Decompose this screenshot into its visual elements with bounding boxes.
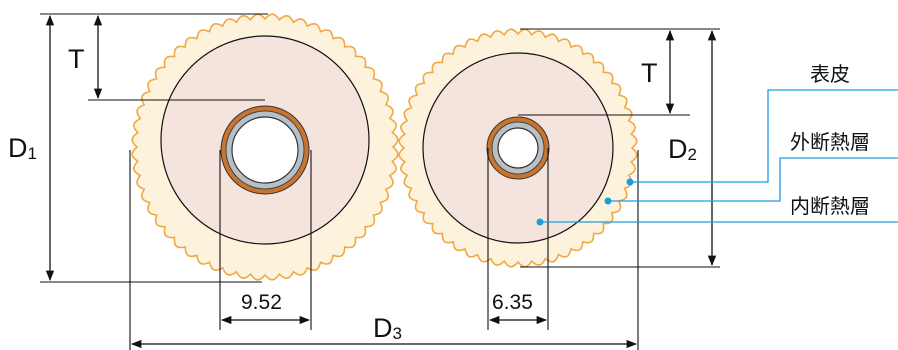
left-pipe-bore [231,116,299,184]
leader-dots [536,178,634,226]
skin-dot [626,178,634,186]
label-d3: D3 [373,313,402,343]
label-t-left: T [68,44,85,74]
right-pipe-assembly [398,28,638,268]
outer-insulation-dot [604,197,612,205]
left-pipe-assembly [131,13,399,281]
label-d1: D1 [8,133,37,163]
inner-insulation-dot [536,218,544,226]
dimension-arrows [45,14,717,349]
label-t-right: T [641,58,658,88]
label-dim-left: 9.52 [241,291,282,314]
label-inner-insulation: 内断熱層 [790,194,870,218]
right-pipe-bore [497,127,539,169]
label-dim-right: 6.35 [492,291,533,314]
leader-skin [630,89,898,183]
leader-lines [540,89,898,223]
label-skin: 表皮 [810,62,850,86]
label-outer-insulation: 外断熱層 [790,130,870,154]
leader-outer-insulation [608,157,898,202]
label-d2: D2 [668,134,697,164]
extension-lines [40,13,720,350]
